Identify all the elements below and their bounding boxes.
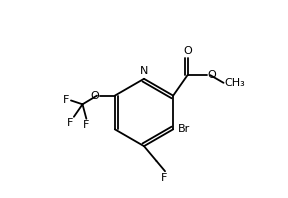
Text: CH₃: CH₃	[225, 78, 245, 88]
Text: F: F	[161, 173, 167, 183]
Text: F: F	[63, 95, 69, 106]
Text: N: N	[140, 66, 148, 76]
Text: O: O	[183, 46, 192, 56]
Text: O: O	[90, 91, 99, 101]
Text: F: F	[83, 120, 90, 130]
Text: F: F	[67, 118, 73, 128]
Text: O: O	[208, 70, 217, 80]
Text: Br: Br	[178, 124, 190, 134]
